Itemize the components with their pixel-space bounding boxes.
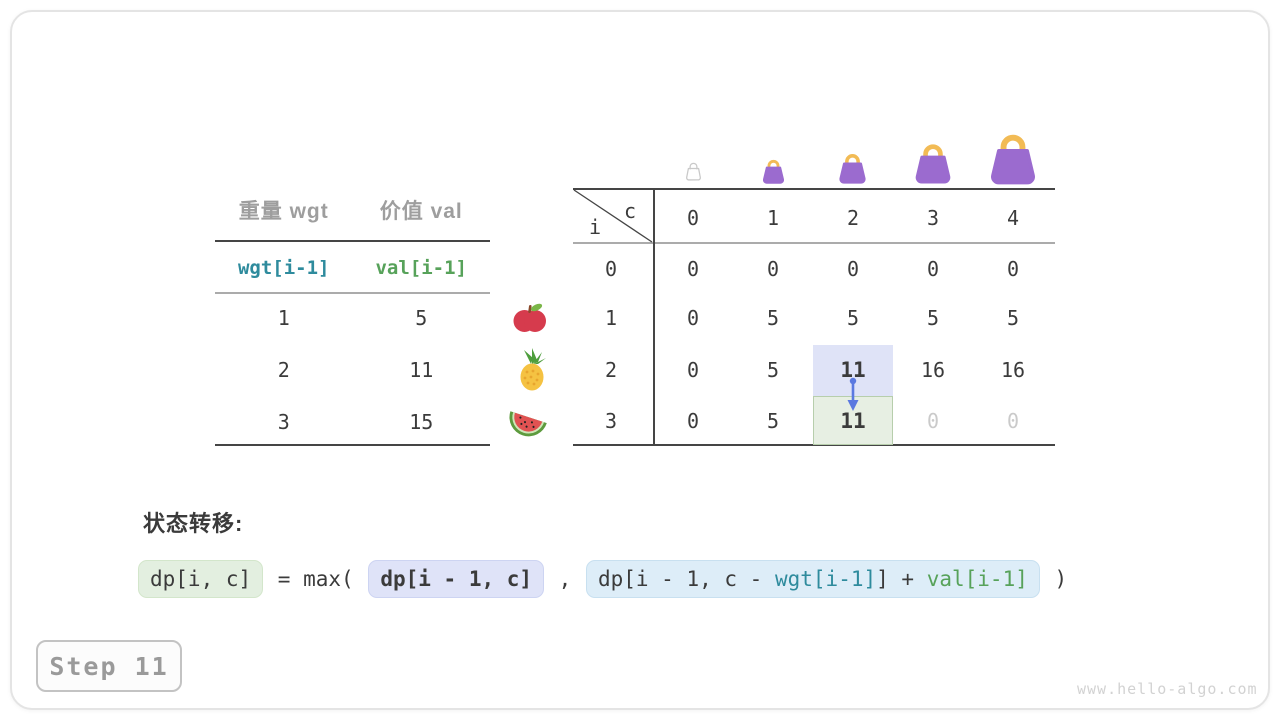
dp-table-divider (653, 188, 655, 446)
apple-icon (508, 296, 552, 340)
dp-cell-3-0: 0 (686, 409, 700, 433)
items-table-rule-mid (215, 292, 490, 294)
items-table-rule-bottom (215, 444, 490, 446)
dp-row-header-2: 2 (604, 358, 618, 382)
item1-weight: 1 (277, 306, 290, 330)
item3-weight: 3 (277, 410, 290, 434)
bag-medium-icon (838, 153, 867, 189)
dp-col-header-4: 4 (1006, 206, 1020, 230)
dp-cell-1-3: 5 (926, 306, 940, 330)
watermark: www.hello-algo.com (1077, 680, 1258, 698)
dp-cell-1-4: 5 (1006, 306, 1020, 330)
item3-value: 15 (409, 410, 434, 434)
wgt-index-label: wgt[i-1] (237, 257, 330, 279)
formula-lhs-box: dp[i, c] (138, 560, 264, 598)
items-col-value: 价值 val (379, 200, 463, 223)
formula-max-open: = max( (265, 567, 367, 591)
formula-arg2-box: dp[i - 1, c - wgt[i-1]] + val[i-1] (585, 560, 1040, 598)
dp-corner-row-var: i (589, 215, 602, 239)
formula-arg2-mid: ] + (876, 567, 927, 591)
item2-value: 11 (409, 358, 434, 382)
state-transition-label: 状态转移: (143, 511, 244, 536)
items-table-row-1: 1 5 (215, 302, 490, 334)
dp-cell-2-0: 0 (686, 358, 700, 382)
dp-cell-1-2: 5 (846, 306, 860, 330)
dp-cell-2-3: 16 (920, 358, 946, 382)
formula-close-paren: ) (1041, 567, 1068, 591)
dp-col-header-1: 1 (766, 206, 780, 230)
formula-arg1-box: dp[i - 1, c] (368, 560, 545, 598)
formula-comma: , (546, 567, 584, 591)
items-table-row-3: 3 15 (215, 406, 490, 438)
transition-arrow-icon (847, 377, 859, 411)
dp-row-header-0: 0 (604, 257, 618, 281)
dp-cell-3-2-target: 11 (840, 409, 866, 433)
items-table-index-row: wgt[i-1] val[i-1] (215, 252, 490, 284)
val-index-label: val[i-1] (375, 257, 467, 279)
bag-large-icon (914, 143, 952, 189)
dp-cell-1-0: 0 (686, 306, 700, 330)
watermelon-icon (506, 398, 550, 442)
dp-cell-0-1: 0 (766, 257, 780, 281)
dp-cell-1-1: 5 (766, 306, 780, 330)
bag-small-icon (762, 159, 785, 189)
items-table-row-2: 2 11 (215, 354, 490, 386)
bag-xlarge-icon (989, 133, 1037, 190)
dp-row-header-1: 1 (604, 306, 618, 330)
formula-arg2-prefix: dp[i - 1, c - (597, 567, 775, 591)
transition-formula: dp[i, c] = max( dp[i - 1, c] , dp[i - 1,… (138, 560, 1069, 598)
item2-weight: 2 (277, 358, 290, 382)
dp-corner-diagonal (573, 189, 653, 243)
dp-table-rule-top (573, 188, 1055, 190)
items-col-weight: 重量 wgt (238, 200, 329, 223)
dp-table-rule-bottom (573, 444, 1055, 446)
dp-col-header-3: 3 (926, 206, 940, 230)
dp-cell-0-4: 0 (1006, 257, 1020, 281)
pineapple-icon (510, 348, 554, 392)
dp-cell-3-3: 0 (926, 409, 940, 433)
dp-col-header-0: 0 (686, 206, 700, 230)
formula-arg2-wgt: wgt[i-1] (774, 567, 877, 591)
dp-cell-0-0: 0 (686, 257, 700, 281)
dp-cell-2-1: 5 (766, 358, 780, 382)
dp-col-header-2: 2 (846, 206, 860, 230)
items-table-header: 重量 wgt 价值 val (215, 196, 490, 228)
dp-corner-col-var: c (624, 199, 637, 223)
step-badge: Step 11 (36, 640, 182, 692)
formula-arg2-val: val[i-1] (926, 567, 1028, 591)
dp-cell-3-1: 5 (766, 409, 780, 433)
dp-cell-3-4: 0 (1006, 409, 1020, 433)
item1-value: 5 (415, 306, 428, 330)
bag-ghost-icon (685, 161, 702, 186)
dp-table-rule-header (573, 242, 1055, 244)
dp-cell-2-4: 16 (1000, 358, 1026, 382)
items-table-rule-top (215, 240, 490, 242)
dp-cell-0-3: 0 (926, 257, 940, 281)
dp-row-header-3: 3 (604, 409, 618, 433)
dp-cell-0-2: 0 (846, 257, 860, 281)
